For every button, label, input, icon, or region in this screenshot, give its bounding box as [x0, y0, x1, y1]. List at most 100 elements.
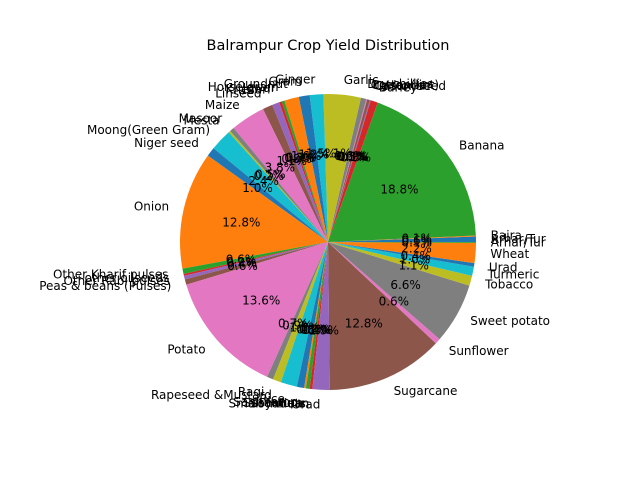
slice-label-onion-21: Onion — [134, 199, 169, 213]
slice-label-niger-seed-20: Niger seed — [134, 136, 199, 150]
pct-label-potato-26: 13.6% — [242, 294, 280, 308]
pie-slice-small-millets-32 — [305, 242, 328, 389]
pie-slice-castor-seed-4 — [328, 100, 371, 242]
pie-slice-onion-21 — [179, 155, 328, 269]
slice-label-maize-16: Maize — [205, 98, 240, 112]
pie-slice-sannhamp-30 — [296, 242, 328, 389]
slice-label-rapeseed-mustard-28: Rapeseed &Mustard — [151, 388, 272, 402]
slice-label-tobacco-38: Tobacco — [484, 278, 533, 292]
slice-label-masoor-17: Masoor — [179, 111, 223, 125]
pct-label-banana-2: 18.8% — [380, 182, 418, 196]
pie-slice-potato-26 — [186, 242, 328, 377]
pie-slice-dry-chillies-7 — [328, 97, 367, 243]
slice-label-sugarcane-35: Sugarcane — [394, 384, 458, 398]
pct-label-garlic-8: 4.1% — [321, 147, 352, 161]
pct-label-urad-40: 0.4% — [400, 249, 431, 263]
pct-label-dry-chillies-7: 0.6% — [334, 149, 365, 163]
pct-label-moong-green-gram-19: 2.4% — [248, 174, 279, 188]
pct-label-niger-seed-20: 1.0% — [242, 181, 273, 195]
pct-label-jowar-13: 0.3% — [284, 151, 315, 165]
slice-label-horse-gram-12: Horse-gram — [208, 80, 279, 94]
pie-slice-arhar-tur-0 — [328, 236, 477, 242]
slice-label-bajra-1: Bajra — [491, 228, 522, 242]
pie-slice-banana-2 — [328, 102, 476, 242]
pct-label-other-kharif-pulses-22: 0.6% — [226, 253, 257, 267]
slice-label-arhar-tur-42: Arhar/Tur — [491, 236, 546, 250]
slice-label-sunflower-36: Sunflower — [449, 344, 509, 358]
slice-label-castor-seed-4: Castor seed — [375, 79, 446, 93]
slice-label-khesari-14: Khesari — [226, 83, 271, 97]
slice-label-sannhamp-30: Sannhamp — [233, 395, 297, 409]
pie-slice-horse-gram-12 — [281, 100, 328, 242]
pie-slices — [179, 93, 477, 391]
percentage-labels: 0.6%0.1%18.8%0.8%0.1%0.3%0.1%0.6%4.1%1.5… — [222, 146, 432, 337]
pie-slice-peas-beans-pulses-25 — [184, 242, 328, 285]
pie-slice-wheat-41 — [328, 242, 476, 264]
pct-label-groundnut-11: 1.6% — [291, 149, 322, 163]
pct-label-rice-29: 1.8% — [289, 321, 320, 335]
pct-label-linseed-15: 1.1% — [276, 154, 307, 168]
slice-label-urad-40: Urad — [489, 260, 518, 274]
pct-label-sunflower-36: 0.6% — [379, 295, 410, 309]
pie-slice-sesamum-31 — [304, 242, 328, 389]
pct-label-tobacco-38: 1.1% — [398, 258, 429, 272]
pie-slice-linseed-15 — [262, 104, 328, 242]
pie-slice-coriander-5 — [328, 99, 370, 242]
pct-label-onion-21: 12.8% — [222, 216, 260, 230]
slice-label-sesamum-31: Sesamum — [243, 396, 303, 410]
pct-label-barley-3: 0.8% — [341, 151, 372, 165]
pct-label-bajra-1: 0.1% — [401, 231, 432, 245]
slice-label-soyabean-33: Soyabean — [250, 397, 309, 411]
pct-label-ragi-27: 0.7% — [278, 317, 309, 331]
pie-slice-moong-green-gram-19 — [213, 132, 328, 242]
pie-slice-urad-34 — [312, 242, 330, 391]
slice-label-jowar-13: Jowar — [242, 81, 276, 95]
pie-slice-sweet-potato-37 — [328, 242, 470, 340]
slice-label-ginger-9: Ginger — [275, 73, 315, 87]
slice-label-cotton-lint-6: Cotton(lint) — [371, 78, 439, 92]
pie-slice-khesari-14 — [272, 102, 328, 242]
pie-slice-other-rabi-pulses-24 — [183, 242, 328, 280]
pct-label-gram-10: 1.2% — [298, 147, 329, 161]
pie-slice-urad-40 — [328, 242, 475, 267]
pie-slice-other-kharif-pulses-22 — [182, 242, 328, 275]
pct-label-wheat-41: 2.2% — [401, 242, 432, 256]
pct-label-mesta-18: 0.2% — [254, 169, 285, 183]
pie-slice-sugarcane-35 — [328, 242, 436, 390]
pct-label-sesamum-31: 0.2% — [299, 323, 330, 337]
slice-label-turmeric-39: Turmeric — [487, 267, 540, 281]
pct-label-coriander-5: 0.3% — [337, 150, 368, 164]
pct-label-sannhamp-30: 0.8% — [296, 322, 327, 336]
pct-label-castor-seed-4: 0.1% — [338, 150, 369, 164]
slice-label-banana-2: Banana — [459, 138, 505, 152]
pie-slice-gram-10 — [298, 95, 328, 243]
pct-label-sweet-potato-37: 6.6% — [390, 278, 421, 292]
pct-label-arhar-tur-0: 0.6% — [402, 233, 433, 247]
slice-label-other-oilseeds-23: other oilseeds — [85, 271, 170, 285]
pct-label-sugarcane-35: 12.8% — [345, 316, 383, 330]
pie-slice-maize-16 — [233, 109, 328, 242]
pie-slice-garlic-8 — [323, 93, 361, 242]
slice-label-moong-green-gram-19: Moong(Green Gram) — [87, 123, 210, 137]
pie-slice-ragi-27 — [267, 242, 328, 380]
slice-label-mesta-18: Mesta — [183, 114, 219, 128]
pie-slice-rice-29 — [280, 242, 328, 387]
pie-slice-bajra-1 — [328, 235, 476, 242]
slice-label-other-rabi-pulses-24: Other Rabi pulses — [63, 274, 170, 288]
slice-label-small-millets-32: Small millets — [229, 396, 306, 410]
pct-label-khesari-14: 0.8% — [281, 152, 312, 166]
pct-label-maize-16: 3.8% — [265, 160, 296, 174]
pie-slice-sunflower-36 — [328, 242, 440, 344]
slice-label-garlic-8: Garlic — [344, 73, 379, 87]
chart-title: Balrampur Crop Yield Distribution — [207, 38, 450, 54]
pie-slice-other-oilseeds-23 — [183, 242, 328, 276]
pct-label-arhar-tur-42: 0.1% — [402, 235, 433, 249]
slice-label-other-kharif-pulses-22: Other Kharif pulses — [53, 267, 168, 281]
slice-label-barley-3: Barley — [379, 80, 417, 94]
slice-label-ragi-27: Ragi — [238, 385, 264, 399]
pie-slice-ginger-9 — [309, 94, 328, 242]
slice-label-gram-10: Gram — [268, 74, 301, 88]
pct-label-soyabean-33: 0.3% — [303, 323, 334, 337]
